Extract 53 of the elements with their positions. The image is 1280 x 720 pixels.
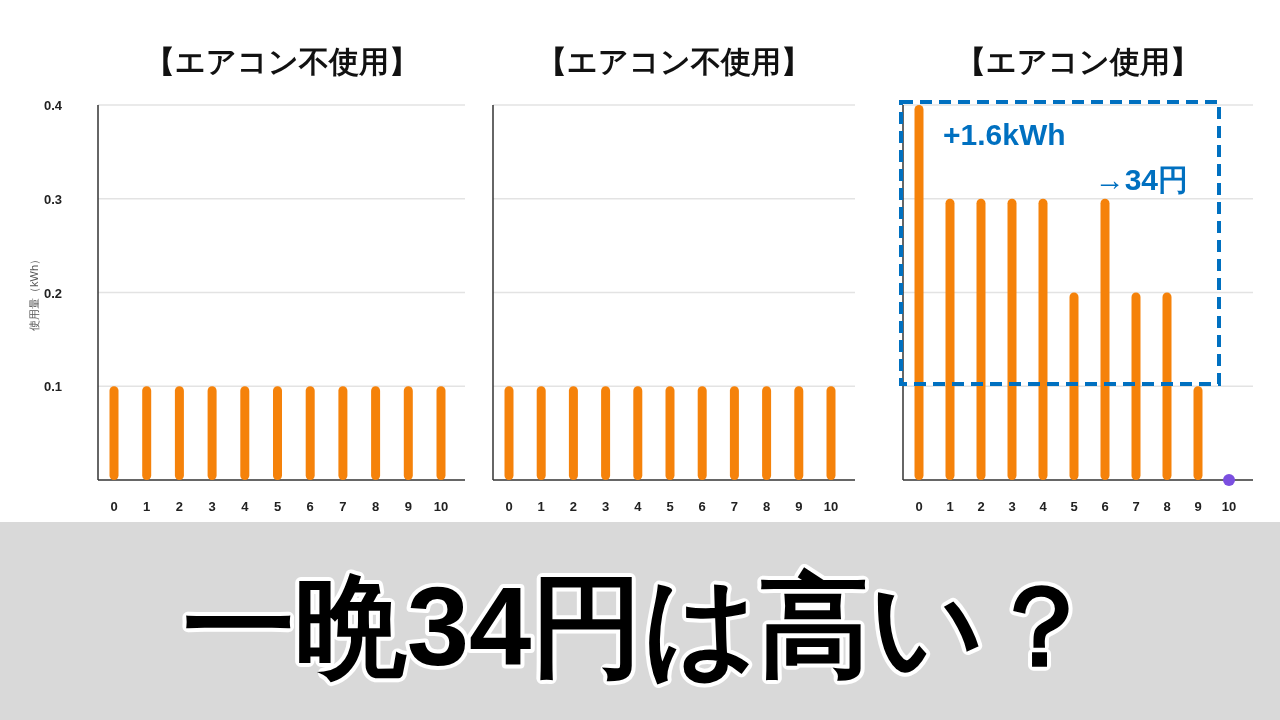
x-tick-label: 2	[569, 499, 578, 514]
x-tick-label: 0	[505, 499, 513, 514]
x-tick-label: 9	[795, 499, 803, 514]
annotation: +1.6kWh →34円	[943, 118, 1188, 196]
x-tick-label: 6	[306, 499, 314, 514]
x-tick-label: 4	[1039, 499, 1048, 514]
bar	[1100, 198, 1110, 480]
x-tick-label: 3	[208, 499, 216, 514]
bar	[945, 198, 955, 480]
text: 一晩34円は高い？	[182, 564, 1098, 689]
x-tick-label: 4	[634, 499, 643, 514]
chart-title: 【エアコン使用】	[956, 45, 1200, 78]
y-tick-label: 0.1	[43, 379, 63, 395]
x-tick-label: 5	[1070, 499, 1078, 514]
x-tick-label: 1	[946, 499, 954, 514]
x-tick-label: 9	[404, 499, 412, 514]
x-tick-label: 9	[1194, 499, 1202, 514]
x-tick-label: 5	[666, 499, 674, 514]
x-tick-label: 10	[823, 499, 839, 514]
x-tick-label: 6	[1101, 499, 1109, 514]
x-tick-label: 7	[730, 499, 739, 514]
y-axis-title: 使用量（kWh）	[28, 254, 40, 331]
x-tick-label: 8	[1163, 499, 1171, 514]
x-tick-label: 8	[762, 499, 771, 514]
x-tick-label: 5	[273, 499, 282, 514]
bar	[976, 198, 986, 480]
y-tick-label: 0.4	[43, 98, 63, 113]
x-tick-label: 4	[241, 499, 250, 514]
x-tick-label: 0	[110, 499, 118, 514]
y-tick-label: 0.3	[43, 191, 63, 207]
x-tick-label: 10	[433, 499, 449, 514]
x-tick-label: 7	[1132, 499, 1140, 514]
chart-title: 【エアコン不使用】	[537, 45, 811, 78]
x-tick-label: 3	[1008, 499, 1016, 514]
x-tick-label: 1	[537, 499, 545, 514]
y-tick-label: 0.2	[43, 285, 63, 301]
bar	[914, 105, 924, 480]
bar	[1162, 292, 1172, 480]
x-tick-label: 0	[915, 499, 923, 514]
x-tick-label: 10	[1221, 499, 1237, 514]
bar	[1038, 198, 1048, 480]
x-tick-label: 3	[601, 499, 610, 514]
x-tick-label: 6	[698, 499, 706, 514]
x-tick-label: 1	[143, 499, 151, 514]
bar	[1131, 292, 1141, 480]
bar	[1069, 292, 1079, 480]
bar	[1007, 198, 1017, 480]
x-tick-label: 7	[339, 499, 347, 514]
chart-title: 【エアコン不使用】	[144, 45, 419, 78]
bar	[1193, 386, 1203, 480]
x-tick-label: 8	[371, 499, 380, 514]
x-tick-label: 2	[175, 499, 184, 514]
x-tick-label: 2	[977, 499, 985, 514]
